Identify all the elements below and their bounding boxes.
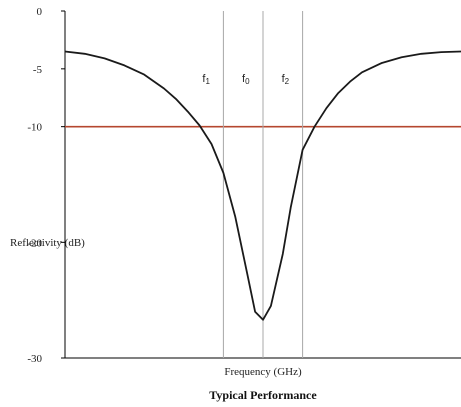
y-tick-label: -30: [27, 353, 42, 365]
marker-label-f1: f1: [202, 73, 210, 86]
series-group: [64, 50, 461, 321]
y-tick-label: -20: [27, 237, 42, 249]
marker-label-f2: f2: [282, 73, 290, 86]
y-axis-title: Reflectivity (dB): [10, 237, 85, 249]
axis-titles: Reflectivity (dB) Frequency (GHz) Typical …: [10, 237, 317, 402]
y-tick-label: 0: [37, 6, 43, 18]
marker-label-f0: f0: [242, 73, 250, 86]
x-axis-title: Frequency (GHz): [224, 366, 302, 378]
frequency-markers: f1 f0 f2: [202, 11, 304, 358]
y-axis-ticks: 0 -5 -10 -20 -30: [27, 6, 65, 365]
chart-caption: Typical Performance: [209, 388, 317, 402]
series-line-0: [64, 50, 461, 321]
y-tick-label: -10: [27, 122, 42, 134]
y-tick-label: -5: [33, 64, 43, 76]
